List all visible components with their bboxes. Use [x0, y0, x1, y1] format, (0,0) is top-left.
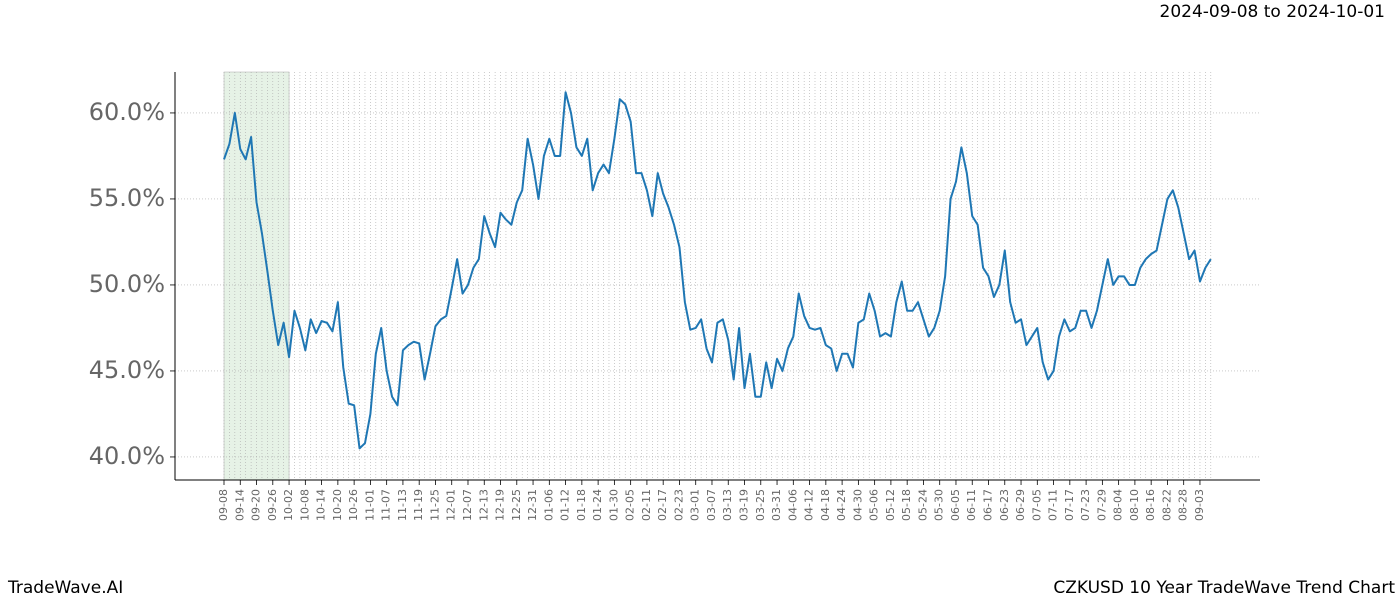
x-tick-label: 02-05	[624, 489, 637, 521]
x-tick-label: 07-11	[1047, 489, 1060, 521]
y-tick-label: 40.0%	[89, 442, 165, 470]
x-tick-label: 09-08	[217, 489, 230, 521]
x-tick-label: 11-01	[363, 489, 376, 521]
x-tick-label: 08-10	[1128, 489, 1141, 521]
x-tick-label: 10-14	[315, 489, 328, 521]
x-tick-label: 09-20	[250, 489, 263, 521]
x-tick-label: 06-29	[1014, 489, 1027, 521]
x-tick-label: 04-06	[786, 489, 799, 521]
trend-line	[223, 91, 1212, 450]
x-tick-label: 02-11	[640, 489, 653, 521]
x-tick-label: 11-07	[380, 489, 393, 521]
y-tick-label: 55.0%	[89, 184, 165, 212]
x-tick-label: 08-04	[1112, 489, 1125, 521]
x-tick-label: 04-24	[835, 489, 848, 521]
y-tick-label: 45.0%	[89, 356, 165, 384]
x-tick-label: 02-17	[656, 489, 669, 521]
x-tick-label: 07-29	[1095, 489, 1108, 521]
x-tick-label: 05-24	[916, 489, 929, 521]
y-tick-label: 50.0%	[89, 270, 165, 298]
x-tick-label: 03-13	[721, 489, 734, 521]
x-tick-label: 05-18	[900, 489, 913, 521]
x-tick-label: 11-19	[412, 489, 425, 521]
x-tick-label: 10-08	[298, 489, 311, 521]
x-tick-label: 06-23	[998, 489, 1011, 521]
date-range: 2024-09-08 to 2024-10-01	[1160, 2, 1385, 22]
x-tick-label: 12-19	[494, 489, 507, 521]
x-tick-label: 01-30	[607, 489, 620, 521]
x-tick-label: 10-02	[282, 489, 295, 521]
x-tick-label: 12-31	[526, 489, 539, 521]
chart-title: CZKUSD 10 Year TradeWave Trend Chart	[1053, 578, 1395, 598]
x-tick-label: 04-18	[819, 489, 832, 521]
x-tick-label: 11-25	[428, 489, 441, 521]
x-tick-label: 06-17	[982, 489, 995, 521]
x-tick-label: 03-19	[738, 489, 751, 521]
x-tick-label: 12-07	[461, 489, 474, 521]
x-tick-label: 02-23	[672, 489, 685, 521]
x-tick-label: 01-18	[575, 489, 588, 521]
x-tick-label: 03-01	[689, 489, 702, 521]
x-tick-label: 08-16	[1144, 489, 1157, 521]
x-tick-label: 04-12	[803, 489, 816, 521]
x-tick-label: 08-28	[1177, 489, 1190, 521]
x-tick-label: 07-17	[1063, 489, 1076, 521]
x-tick-label: 07-05	[1030, 489, 1043, 521]
x-tick-label: 11-13	[396, 489, 409, 521]
brand: TradeWave.AI	[7, 578, 123, 598]
x-tick-label: 12-13	[477, 489, 490, 521]
x-tick-label: 09-03	[1193, 489, 1206, 521]
x-tick-label: 05-12	[884, 489, 897, 521]
x-tick-label: 12-01	[445, 489, 458, 521]
x-tick-label: 10-20	[331, 489, 344, 521]
x-tick-label: 09-14	[233, 489, 246, 521]
x-tick-label: 09-26	[266, 489, 279, 521]
y-tick-label: 60.0%	[89, 98, 165, 126]
x-tick-label: 06-05	[949, 489, 962, 521]
x-tick-label: 10-26	[347, 489, 360, 521]
x-tick-label: 01-06	[542, 489, 555, 521]
x-tick-label: 05-30	[933, 489, 946, 521]
x-tick-label: 03-25	[754, 489, 767, 521]
x-tick-label: 01-12	[559, 489, 572, 521]
x-tick-label: 12-25	[510, 489, 523, 521]
x-tick-label: 06-11	[965, 489, 978, 521]
x-tick-label: 08-22	[1160, 489, 1173, 521]
x-tick-label: 05-06	[868, 489, 881, 521]
x-tick-label: 07-23	[1079, 489, 1092, 521]
x-tick-label: 04-30	[851, 489, 864, 521]
x-tick-label: 03-07	[705, 489, 718, 521]
x-tick-label: 01-24	[591, 489, 604, 521]
x-tick-label: 03-31	[770, 489, 783, 521]
